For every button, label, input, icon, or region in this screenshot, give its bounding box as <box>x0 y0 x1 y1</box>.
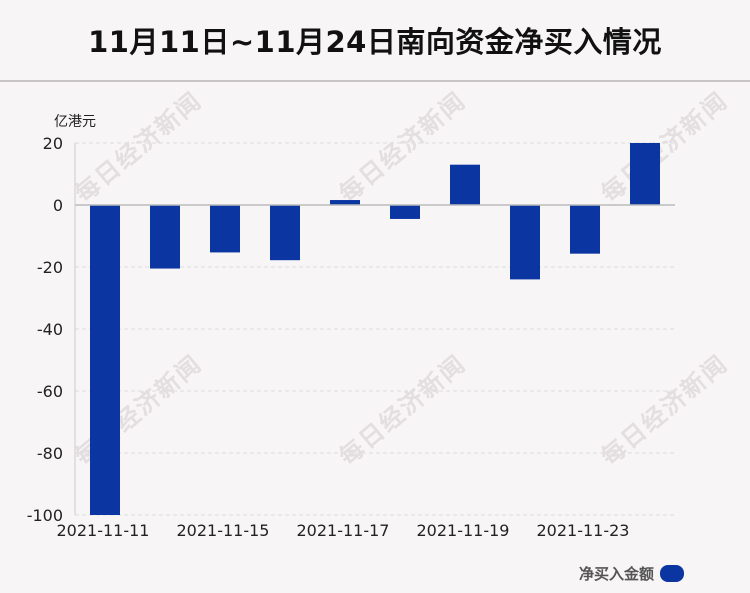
bar <box>270 205 300 261</box>
y-tick-label: -20 <box>37 258 63 277</box>
y-tick-label: -80 <box>37 444 63 463</box>
x-tick-label: 2021-11-17 <box>297 521 390 540</box>
y-tick-label: -100 <box>27 506 63 525</box>
bar <box>630 143 660 205</box>
y-axis-label: 亿港元 <box>54 114 96 130</box>
y-tick-label: 0 <box>53 196 63 215</box>
x-tick-label: 2021-11-23 <box>537 521 630 540</box>
bar <box>510 205 540 280</box>
x-tick-labels: 2021-11-11 2021-11-15 2021-11-17 2021-11-19… <box>57 521 630 540</box>
chart-title: 11月11日~11月24日南向资金净买入情况 <box>88 25 662 59</box>
legend-label: 净买入金额 <box>578 565 654 583</box>
bar <box>570 205 600 254</box>
x-tick-label: 2021-11-19 <box>417 521 510 540</box>
y-tick-label: -40 <box>37 320 63 339</box>
x-tick-label: 2021-11-11 <box>57 521 150 540</box>
y-tick-label: -60 <box>37 382 63 401</box>
bar <box>450 164 480 205</box>
bar <box>150 205 180 269</box>
bar <box>330 200 360 205</box>
bar <box>90 205 120 515</box>
title-divider <box>0 80 750 82</box>
gridlines <box>75 142 675 516</box>
bars <box>90 143 660 515</box>
bar <box>210 205 240 253</box>
y-tick-label: 20 <box>43 134 63 153</box>
x-tick-label: 2021-11-15 <box>177 521 270 540</box>
y-tick-labels: 20 0 -20 -40 -60 -80 -100 <box>27 134 63 525</box>
bar <box>390 205 420 219</box>
legend: 净买入金额 <box>579 563 684 584</box>
legend-swatch <box>660 565 684 582</box>
